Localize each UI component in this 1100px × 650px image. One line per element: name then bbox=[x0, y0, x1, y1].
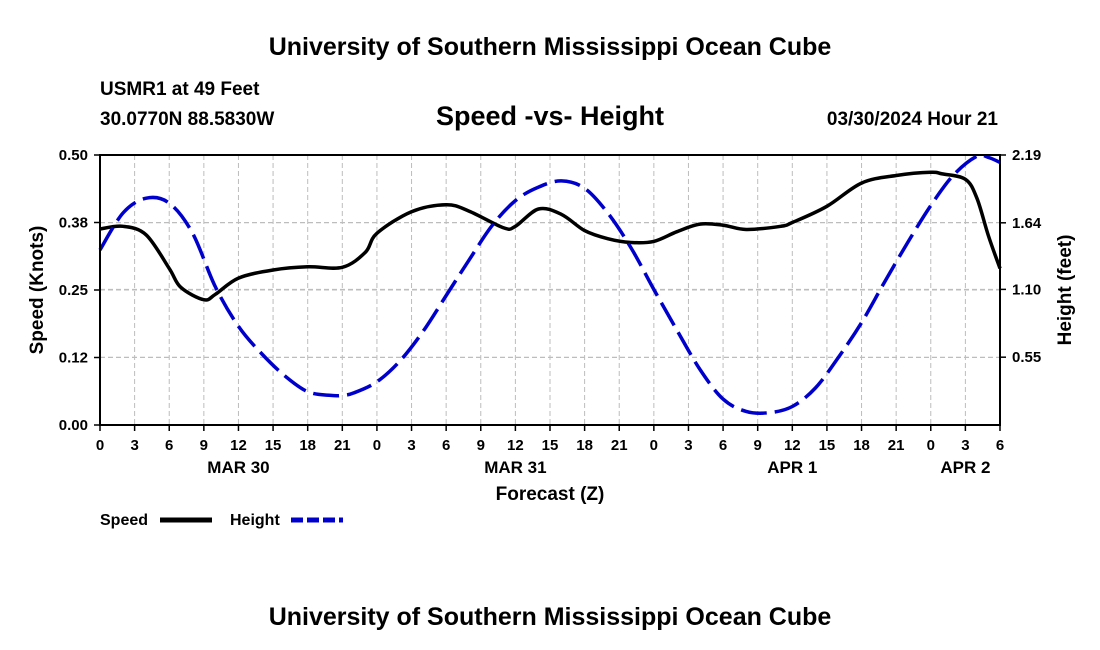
y-right-tick-label: 1.10 bbox=[1012, 281, 1041, 298]
x-tick-label: 3 bbox=[407, 437, 415, 454]
y-right-tick-label: 0.55 bbox=[1012, 349, 1041, 366]
x-tick-label: 0 bbox=[927, 437, 935, 454]
x-tick-label: 6 bbox=[165, 437, 173, 454]
x-tick-label: 3 bbox=[961, 437, 969, 454]
x-tick-label: 3 bbox=[684, 437, 692, 454]
x-tick-label: 21 bbox=[334, 437, 351, 454]
x-tick-label: 18 bbox=[576, 437, 593, 454]
legend-height-label: Height bbox=[230, 512, 280, 529]
y-left-tick-label: 0.00 bbox=[59, 417, 88, 434]
x-tick-label: 18 bbox=[853, 437, 870, 454]
x-date-label: APR 1 bbox=[767, 458, 817, 477]
y-left-tick-label: 0.12 bbox=[59, 350, 88, 367]
x-tick-label: 3 bbox=[130, 437, 138, 454]
chart-title: Speed -vs- Height bbox=[436, 101, 664, 131]
x-tick-label: 18 bbox=[299, 437, 316, 454]
x-tick-label: 12 bbox=[230, 437, 247, 454]
x-tick-label: 21 bbox=[611, 437, 628, 454]
y-right-tick-label: 2.19 bbox=[1012, 147, 1041, 164]
plot-series bbox=[98, 153, 1002, 415]
y-left-tick-label: 0.50 bbox=[59, 147, 88, 164]
x-tick-label: 12 bbox=[507, 437, 524, 454]
x-date-label: MAR 31 bbox=[484, 458, 546, 477]
x-tick-label: 0 bbox=[650, 437, 658, 454]
x-tick-label: 0 bbox=[373, 437, 381, 454]
station-label: USMR1 at 49 Feet bbox=[100, 79, 260, 100]
footer-title: University of Southern Mississippi Ocean… bbox=[269, 603, 832, 631]
timestamp-label: 03/30/2024 Hour 21 bbox=[827, 109, 999, 130]
x-tick-label: 9 bbox=[754, 437, 762, 454]
x-tick-label: 6 bbox=[719, 437, 727, 454]
x-tick-label: 9 bbox=[200, 437, 208, 454]
legend: Speed Height bbox=[100, 512, 343, 529]
legend-speed-label: Speed bbox=[100, 512, 148, 529]
x-tick-label: 12 bbox=[784, 437, 801, 454]
y-left-tick-label: 0.25 bbox=[59, 282, 88, 299]
x-axis-label: Forecast (Z) bbox=[496, 484, 605, 505]
x-tick-label: 21 bbox=[888, 437, 905, 454]
x-tick-label: 15 bbox=[819, 437, 836, 454]
x-tick-label: 9 bbox=[477, 437, 485, 454]
x-tick-label: 0 bbox=[96, 437, 104, 454]
x-date-label: APR 2 bbox=[940, 458, 990, 477]
x-tick-label: 6 bbox=[442, 437, 450, 454]
series-line-speed bbox=[99, 170, 1002, 302]
y-axis-right-label: Height (feet) bbox=[1055, 235, 1076, 346]
axes: 0 3 6 9 12 15 18 21 0 3 6 9 12 15 18 21 0 3 6 9 12 15 18 21 0 3 6 0… bbox=[59, 147, 1042, 477]
y-left-tick-label: 0.38 bbox=[59, 215, 88, 232]
coordinates-label: 30.0770N 88.5830W bbox=[100, 109, 274, 130]
x-tick-label: 15 bbox=[265, 437, 282, 454]
grid bbox=[100, 154, 1000, 425]
y-axis-left-label: Speed (Knots) bbox=[27, 226, 48, 355]
x-tick-label: 15 bbox=[542, 437, 559, 454]
y-right-tick-label: 1.64 bbox=[1012, 215, 1042, 232]
x-date-label: MAR 30 bbox=[207, 458, 269, 477]
x-tick-label: 6 bbox=[996, 437, 1004, 454]
page-title: University of Southern Mississippi Ocean… bbox=[269, 33, 832, 61]
